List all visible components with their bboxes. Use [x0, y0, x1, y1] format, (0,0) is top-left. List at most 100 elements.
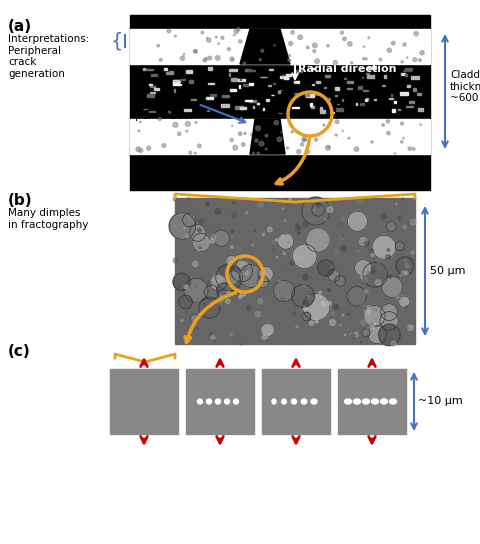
Circle shape [313, 50, 316, 53]
Circle shape [362, 262, 363, 263]
Circle shape [261, 50, 264, 52]
Circle shape [303, 285, 306, 287]
Bar [389, 98, 393, 99]
Circle shape [385, 255, 390, 259]
Circle shape [231, 231, 234, 233]
Circle shape [277, 268, 279, 270]
Circle shape [169, 213, 196, 239]
Circle shape [351, 334, 356, 338]
Circle shape [288, 54, 290, 57]
Circle shape [199, 219, 204, 224]
Bar [240, 79, 241, 80]
Circle shape [218, 43, 219, 45]
Bar [173, 80, 179, 83]
Bar [245, 100, 252, 101]
Circle shape [391, 41, 395, 45]
Circle shape [297, 150, 301, 154]
Bar [243, 84, 249, 85]
Circle shape [363, 262, 387, 287]
Circle shape [394, 153, 396, 154]
Text: (a): (a) [8, 19, 32, 34]
Circle shape [197, 399, 203, 404]
Text: {: { [110, 32, 123, 51]
Circle shape [403, 138, 404, 139]
Bar [189, 80, 192, 83]
Circle shape [183, 53, 185, 55]
Circle shape [188, 217, 190, 218]
Bar [245, 69, 251, 71]
Circle shape [381, 214, 386, 219]
Bar [312, 106, 314, 108]
Circle shape [297, 255, 301, 259]
Circle shape [406, 264, 409, 268]
Circle shape [307, 234, 309, 236]
Circle shape [174, 226, 176, 227]
Bar [348, 81, 353, 83]
Bar [184, 109, 191, 112]
Circle shape [302, 221, 308, 227]
Text: Cladding
thickness
~600 μm: Cladding thickness ~600 μm [450, 70, 480, 103]
Circle shape [247, 306, 251, 310]
Circle shape [394, 223, 396, 225]
Circle shape [369, 249, 374, 254]
Bar [296, 70, 302, 72]
Circle shape [173, 122, 178, 127]
Circle shape [191, 314, 199, 323]
Bar [236, 106, 243, 109]
Circle shape [340, 31, 343, 34]
Circle shape [204, 226, 209, 231]
Circle shape [387, 48, 392, 52]
Bar [150, 92, 155, 93]
Circle shape [302, 312, 311, 321]
Circle shape [243, 62, 246, 64]
Bar [384, 75, 386, 78]
Text: Through-wall
penetration: Through-wall penetration [135, 99, 203, 121]
Circle shape [259, 58, 261, 60]
Text: ~10 μm: ~10 μm [418, 397, 463, 406]
Circle shape [396, 274, 399, 277]
Bar [262, 369, 330, 434]
Circle shape [396, 295, 402, 301]
Circle shape [327, 207, 333, 212]
Circle shape [318, 300, 322, 304]
Bar [344, 78, 346, 79]
Circle shape [362, 329, 370, 337]
Circle shape [406, 306, 408, 308]
Circle shape [139, 149, 143, 152]
Circle shape [308, 212, 312, 215]
Circle shape [138, 130, 140, 132]
Bar [149, 84, 152, 85]
Bar [179, 84, 181, 85]
Circle shape [244, 132, 246, 134]
Bar [110, 369, 178, 434]
Circle shape [379, 58, 382, 61]
Circle shape [185, 285, 188, 289]
Circle shape [284, 264, 287, 267]
Polygon shape [240, 29, 290, 64]
Bar [248, 70, 255, 71]
Circle shape [363, 277, 368, 282]
Circle shape [360, 300, 365, 306]
Bar [292, 107, 299, 108]
Circle shape [325, 146, 330, 150]
Circle shape [296, 224, 299, 227]
Bar [409, 101, 414, 103]
Bar [382, 85, 385, 86]
Circle shape [162, 144, 166, 147]
Circle shape [375, 280, 381, 285]
Circle shape [319, 291, 322, 294]
Circle shape [258, 267, 273, 282]
Circle shape [181, 319, 183, 322]
Circle shape [387, 249, 390, 251]
Circle shape [159, 58, 162, 61]
Circle shape [283, 252, 285, 255]
Circle shape [205, 202, 209, 206]
Circle shape [167, 29, 171, 33]
Bar [312, 67, 314, 70]
Circle shape [195, 122, 197, 123]
Circle shape [216, 264, 242, 291]
Circle shape [302, 275, 308, 280]
Circle shape [240, 264, 263, 287]
Circle shape [318, 259, 334, 276]
Circle shape [342, 209, 344, 212]
